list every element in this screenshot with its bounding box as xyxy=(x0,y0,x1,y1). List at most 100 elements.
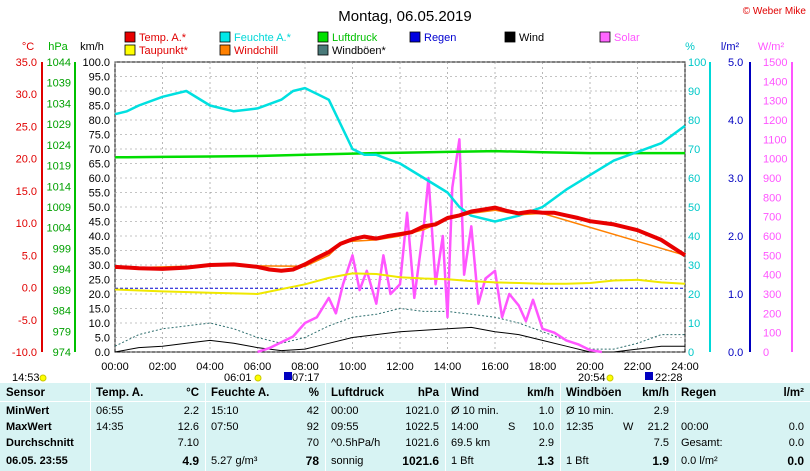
stats-header: Temp. A. xyxy=(96,387,144,399)
stats-header: Regen xyxy=(681,387,717,399)
rain-tick-label: 1.0 xyxy=(728,289,743,301)
humidity-tick-label: 90 xyxy=(688,86,700,98)
stats-cell-value: 1021.0 xyxy=(405,405,439,417)
time-tick-label: 24:00 xyxy=(671,361,699,373)
stats-cell-direction: S xyxy=(508,421,516,433)
time-tick-label: 12:00 xyxy=(386,361,414,373)
time-tick-label: 00:00 xyxy=(101,361,129,373)
sunset-icon xyxy=(606,374,614,382)
stats-column: Windböen km/h Ø 10 min. 2.9 12:35 W 21.2 7.5 1 B… xyxy=(560,383,675,471)
stats-cell-label: 12:35 xyxy=(566,421,594,433)
stats-cell-label: Gesamt: xyxy=(681,437,723,449)
time-tick-label: 18:00 xyxy=(529,361,557,373)
time-tick-label: 02:00 xyxy=(149,361,177,373)
stats-cell-value: 1021.6 xyxy=(402,454,439,468)
stats-cell-value: 2.2 xyxy=(183,405,199,417)
weather-chart: Montag, 06.05.2019 © Weber Mike Temp. A.* F… xyxy=(12,6,807,383)
stats-cell-direction: W xyxy=(623,421,634,433)
humidity-tick-label: 60 xyxy=(688,173,700,185)
solar-tick-label: 800 xyxy=(763,192,781,204)
stats-unit: km/h xyxy=(527,387,554,399)
legend-swatch xyxy=(599,31,611,43)
legend-label: Regen xyxy=(424,32,456,44)
legend-label: Windchill xyxy=(234,45,278,57)
rain-tick-label: 0.0 xyxy=(728,347,743,359)
wind-tick-label: 35.0 xyxy=(89,246,110,258)
temp-tick-label: 35.0 xyxy=(16,57,37,69)
pressure-tick-label: 1014 xyxy=(47,181,71,193)
time-tick-label: 20:00 xyxy=(576,361,604,373)
stats-column: Luftdruck hPa 00:00 1021.0 09:55 1022.5 ^0.5hP… xyxy=(325,383,445,471)
stats-cell-value: 2.9 xyxy=(538,437,554,449)
stats-cell-value: 42 xyxy=(306,405,319,417)
stats-cell-value: 0.0 xyxy=(788,437,804,449)
stats-separator xyxy=(675,383,676,471)
temp-tick-label: 25.0 xyxy=(16,121,37,133)
stats-separator xyxy=(560,383,561,471)
solar-tick-label: 700 xyxy=(763,212,781,224)
humidity-tick-label: 80 xyxy=(688,115,700,127)
pressure-series-line xyxy=(114,149,685,159)
stats-cell-value: 92 xyxy=(306,421,319,433)
stats-cell-label: 69.5 km xyxy=(451,437,491,449)
wind-tick-label: 55.0 xyxy=(89,188,110,200)
pressure-tick-label: 1019 xyxy=(47,161,71,173)
stats-cell-value: 1021.6 xyxy=(405,437,439,449)
stats-cell-value: 0.0 xyxy=(788,421,804,433)
rain-tick-label: 2.0 xyxy=(728,231,743,243)
sunrise-label: 06:01 xyxy=(224,372,252,383)
stats-cell-value: 78 xyxy=(305,454,319,468)
stats-header: Sensor xyxy=(6,387,45,399)
sunrise-icon xyxy=(254,374,262,382)
solar-tick-label: 1200 xyxy=(763,115,787,127)
stats-cell-label: 00:00 xyxy=(331,405,359,417)
stats-cell-value: 21.2 xyxy=(647,421,669,433)
legend-swatch xyxy=(219,44,231,56)
time-tick-label: 14:00 xyxy=(434,361,462,373)
temp-series-line xyxy=(114,205,687,273)
wind-tick-label: 25.0 xyxy=(89,275,110,287)
stats-cell-value: 12.6 xyxy=(177,421,199,433)
temp-tick-label: 15.0 xyxy=(16,186,37,198)
stats-column: Wind km/h Ø 10 min. 1.0 14:00 S 10.0 69.5 km 2.9… xyxy=(445,383,560,471)
legend-swatch xyxy=(409,31,421,43)
wind-tick-label: 20.0 xyxy=(89,289,110,301)
humidity-tick-label: 70 xyxy=(688,144,700,156)
time-tick-label: 10:00 xyxy=(339,361,367,373)
stats-cell-label: 0.0 l/m² xyxy=(681,455,718,467)
stats-header: Feuchte A. xyxy=(211,387,270,399)
moonset-icon xyxy=(645,372,653,380)
temp-axis-unit: °C xyxy=(22,41,34,53)
stats-cell-value: 1.0 xyxy=(538,405,554,417)
legend-swatch xyxy=(219,31,231,43)
rain-tick-label: 4.0 xyxy=(728,115,743,127)
legend-label: Luftdruck xyxy=(332,32,378,44)
stats-separator xyxy=(325,383,326,471)
wind-tick-label: 100.0 xyxy=(82,57,110,69)
solar-tick-label: 0 xyxy=(763,347,769,359)
solar-tick-label: 1400 xyxy=(763,76,787,88)
credit-text: © Weber Mike xyxy=(743,6,807,17)
statistics-table: Sensor MinWert MaxWert Durchschnitt 06.05. 2… xyxy=(0,383,810,471)
pressure-tick-label: 1009 xyxy=(47,202,71,214)
legend-swatch xyxy=(317,44,329,56)
solar-tick-label: 900 xyxy=(763,173,781,185)
stats-column: Temp. A. °C 06:55 2.2 14:35 12.6 7.10 4.9 xyxy=(90,383,205,471)
solar-series-line xyxy=(257,138,603,354)
temp-tick-label: 20.0 xyxy=(16,154,37,166)
stats-cell-label: 06:55 xyxy=(96,405,124,417)
stats-unit: l/m² xyxy=(783,387,804,399)
stats-cell-value: 1.9 xyxy=(652,454,669,468)
stats-unit: km/h xyxy=(642,387,669,399)
stats-cell-value: 7.10 xyxy=(177,437,199,449)
stats-cell-label: 14:00 xyxy=(451,421,479,433)
pressure-tick-label: 984 xyxy=(53,306,71,318)
temp-tick-label: -5.0 xyxy=(18,315,37,327)
solar-tick-label: 300 xyxy=(763,289,781,301)
stats-separator xyxy=(90,383,91,471)
wind-tick-label: 70.0 xyxy=(89,144,110,156)
stats-cell-value: 10.0 xyxy=(532,421,554,433)
temp-tick-label: -10.0 xyxy=(12,347,37,359)
stats-cell-label: 14:35 xyxy=(96,421,124,433)
wind-tick-label: 80.0 xyxy=(89,115,110,127)
